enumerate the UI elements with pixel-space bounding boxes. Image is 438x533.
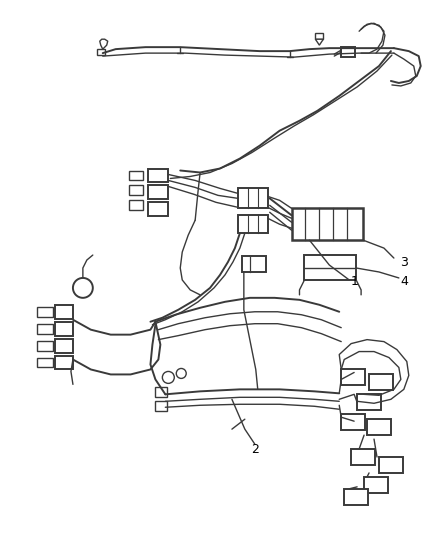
- Bar: [366, 419, 390, 435]
- Bar: [55, 305, 73, 319]
- Bar: [350, 449, 374, 465]
- Bar: [378, 457, 402, 473]
- Bar: [343, 489, 367, 505]
- Bar: [340, 369, 364, 385]
- Bar: [55, 356, 73, 369]
- Text: 3: 3: [399, 255, 407, 269]
- Text: 1: 1: [350, 276, 357, 288]
- Bar: [96, 49, 105, 55]
- Polygon shape: [314, 39, 323, 45]
- Circle shape: [176, 368, 186, 378]
- Bar: [340, 414, 364, 430]
- Bar: [241, 256, 265, 272]
- Bar: [155, 387, 167, 397]
- Bar: [55, 338, 73, 352]
- Bar: [37, 358, 53, 367]
- Bar: [148, 203, 168, 216]
- Text: 4: 4: [399, 276, 407, 288]
- Bar: [237, 188, 267, 208]
- Bar: [148, 168, 168, 182]
- Text: 2: 2: [250, 442, 258, 456]
- Bar: [37, 341, 53, 351]
- Bar: [363, 477, 387, 493]
- Bar: [128, 171, 143, 181]
- Bar: [37, 307, 53, 317]
- Bar: [304, 255, 355, 280]
- Bar: [155, 401, 167, 411]
- Bar: [128, 200, 143, 211]
- Bar: [148, 185, 168, 199]
- Bar: [55, 322, 73, 336]
- Bar: [37, 324, 53, 334]
- Bar: [237, 215, 267, 233]
- Circle shape: [162, 372, 174, 383]
- Circle shape: [73, 278, 92, 298]
- Bar: [368, 375, 392, 390]
- Bar: [314, 33, 323, 39]
- Bar: [291, 208, 362, 240]
- Bar: [340, 47, 354, 57]
- Bar: [356, 394, 380, 410]
- Bar: [128, 185, 143, 196]
